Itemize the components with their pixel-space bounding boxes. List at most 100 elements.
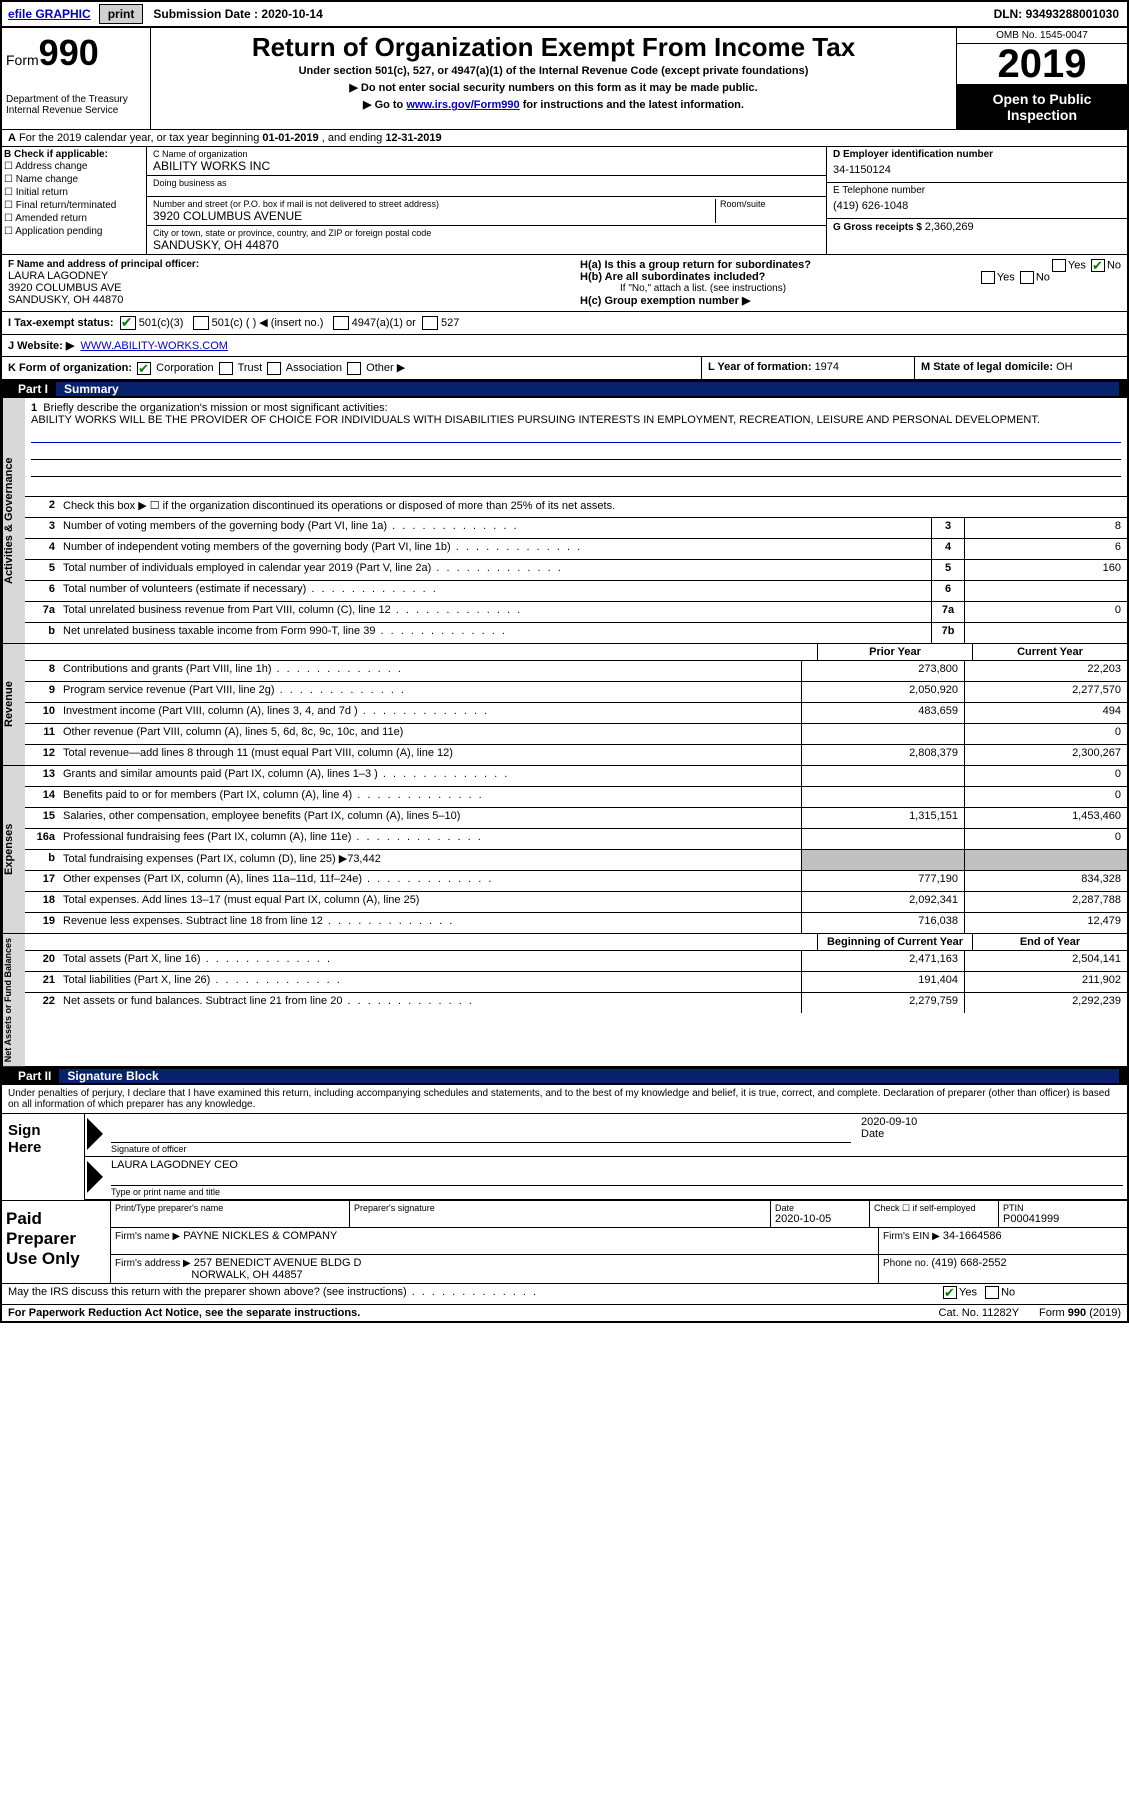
city-label: City or town, state or province, country… — [153, 228, 820, 238]
foot-right: Form 990 (2019) — [1039, 1307, 1121, 1319]
l5-n: 5 — [931, 560, 964, 580]
l16a-cy: 0 — [964, 829, 1127, 849]
l7a-v: 0 — [964, 602, 1127, 622]
chk-name-change[interactable]: ☐ Name change — [4, 173, 144, 186]
submission-label: Submission Date : 2020-10-14 — [145, 5, 330, 23]
fphone-label: Phone no. — [883, 1258, 931, 1269]
side-activities: Activities & Governance — [2, 398, 25, 643]
l13-cy: 0 — [964, 766, 1127, 786]
l12-cy: 2,300,267 — [964, 745, 1127, 765]
hb-note: If "No," attach a list. (see instruction… — [580, 283, 1121, 294]
l16b-cy — [964, 850, 1127, 870]
irs-link[interactable]: www.irs.gov/Form990 — [406, 99, 519, 111]
ptin-label: PTIN — [1003, 1203, 1123, 1213]
chk-initial-return[interactable]: ☐ Initial return — [4, 186, 144, 199]
dln-label: DLN: 93493288001030 — [986, 5, 1127, 23]
hb-yes[interactable] — [981, 271, 995, 284]
form-note-2: ▶ Go to www.irs.gov/Form990 for instruct… — [155, 98, 952, 111]
chk-501c3[interactable] — [120, 316, 136, 330]
hc-label: H(c) Group exemption number ▶ — [580, 294, 1121, 307]
signer-name: LAURA LAGODNEY CEO — [111, 1159, 1123, 1171]
l19-text: Revenue less expenses. Subtract line 18 … — [59, 913, 801, 933]
declaration: Under penalties of perjury, I declare th… — [2, 1085, 1127, 1114]
website-link[interactable]: WWW.ABILITY-WORKS.COM — [80, 340, 228, 352]
officer-addr1: 3920 COLUMBUS AVE — [8, 282, 568, 294]
l11-text: Other revenue (Part VIII, column (A), li… — [59, 724, 801, 744]
discuss-text: May the IRS discuss this return with the… — [2, 1284, 935, 1304]
l7a-text: Total unrelated business revenue from Pa… — [59, 602, 931, 622]
chk-other[interactable] — [347, 362, 361, 375]
l6-text: Total number of volunteers (estimate if … — [59, 581, 931, 601]
firm-label: Firm's name ▶ — [115, 1231, 180, 1242]
l12-py: 2,808,379 — [801, 745, 964, 765]
ein-value: 34-1150124 — [833, 160, 1121, 180]
addr-label: Number and street (or P.O. box if mail i… — [153, 199, 715, 209]
row-i: I Tax-exempt status: 501(c)(3) 501(c) ( … — [2, 312, 1127, 335]
l14-py — [801, 787, 964, 807]
chk-corp[interactable] — [137, 362, 151, 375]
chk-4947[interactable] — [333, 316, 349, 330]
efile-link[interactable]: efile GRAPHIC — [2, 5, 97, 23]
chk-527[interactable] — [422, 316, 438, 330]
prep-label: Paid Preparer Use Only — [2, 1201, 110, 1283]
tax-year: 2019 — [957, 44, 1127, 85]
part2-title: Signature Block — [59, 1069, 1119, 1083]
e-label: E Telephone number — [833, 185, 1121, 196]
form-title: Return of Organization Exempt From Incom… — [155, 32, 952, 63]
sign-date: 2020-09-10 — [861, 1116, 1121, 1128]
l21-text: Total liabilities (Part X, line 26) — [59, 972, 801, 992]
d-label: D Employer identification number — [833, 149, 1121, 160]
chk-amended[interactable]: ☐ Amended return — [4, 212, 144, 225]
l16b-text: Total fundraising expenses (Part IX, col… — [59, 850, 801, 870]
print-button[interactable]: print — [99, 4, 144, 24]
faddr1: 257 BENEDICT AVENUE BLDG D — [194, 1257, 362, 1269]
chk-trust[interactable] — [219, 362, 233, 375]
chk-app-pending[interactable]: ☐ Application pending — [4, 225, 144, 238]
hdr-boy: Beginning of Current Year — [817, 934, 972, 950]
l9-cy: 2,277,570 — [964, 682, 1127, 702]
row-j: J Website: ▶ WWW.ABILITY-WORKS.COM — [2, 335, 1127, 357]
l15-py: 1,315,151 — [801, 808, 964, 828]
part2-num: Part II — [10, 1069, 59, 1083]
chk-assoc[interactable] — [267, 362, 281, 375]
l17-cy: 834,328 — [964, 871, 1127, 891]
l17-py: 777,190 — [801, 871, 964, 891]
l7b-n: 7b — [931, 623, 964, 643]
sig-officer-label: Signature of officer — [111, 1142, 851, 1154]
hdr-py: Prior Year — [817, 644, 972, 660]
row-a: A For the 2019 calendar year, or tax yea… — [2, 130, 1127, 147]
l20-py: 2,471,163 — [801, 951, 964, 971]
part1-title: Summary — [56, 382, 1119, 396]
sign-here-label: Sign Here — [2, 1114, 84, 1200]
l8-py: 273,800 — [801, 661, 964, 681]
hb-no[interactable] — [1020, 271, 1034, 284]
row-m: M State of legal domicile: OH — [914, 357, 1127, 379]
pse-label: Check ☐ if self-employed — [870, 1201, 999, 1227]
chk-final-return[interactable]: ☐ Final return/terminated — [4, 199, 144, 212]
l4-text: Number of independent voting members of … — [59, 539, 931, 559]
pdate-label: Date — [775, 1203, 865, 1213]
discuss-yes[interactable] — [943, 1286, 957, 1299]
l2-text: Check this box ▶ ☐ if the organization d… — [59, 497, 1127, 517]
l12-text: Total revenue—add lines 8 through 11 (mu… — [59, 745, 801, 765]
l6-v — [964, 581, 1127, 601]
form-subtitle: Under section 501(c), 527, or 4947(a)(1)… — [155, 65, 952, 77]
l15-text: Salaries, other compensation, employee b… — [59, 808, 801, 828]
l15-cy: 1,453,460 — [964, 808, 1127, 828]
ha-no[interactable] — [1091, 259, 1105, 272]
ptin: P00041999 — [1003, 1213, 1059, 1225]
discuss-no[interactable] — [985, 1286, 999, 1299]
side-expenses: Expenses — [2, 766, 25, 933]
arrow-icon — [87, 1118, 103, 1150]
l16a-py — [801, 829, 964, 849]
chk-address-change[interactable]: ☐ Address change — [4, 160, 144, 173]
l22-text: Net assets or fund balances. Subtract li… — [59, 993, 801, 1013]
officer-addr2: SANDUSKY, OH 44870 — [8, 294, 568, 306]
firm-name: PAYNE NICKLES & COMPANY — [183, 1230, 337, 1242]
l18-cy: 2,287,788 — [964, 892, 1127, 912]
hdr-cy: Current Year — [972, 644, 1127, 660]
ha-yes[interactable] — [1052, 259, 1066, 272]
chk-501c[interactable] — [193, 316, 209, 330]
l8-cy: 22,203 — [964, 661, 1127, 681]
sign-date-label: Date — [861, 1128, 1121, 1140]
